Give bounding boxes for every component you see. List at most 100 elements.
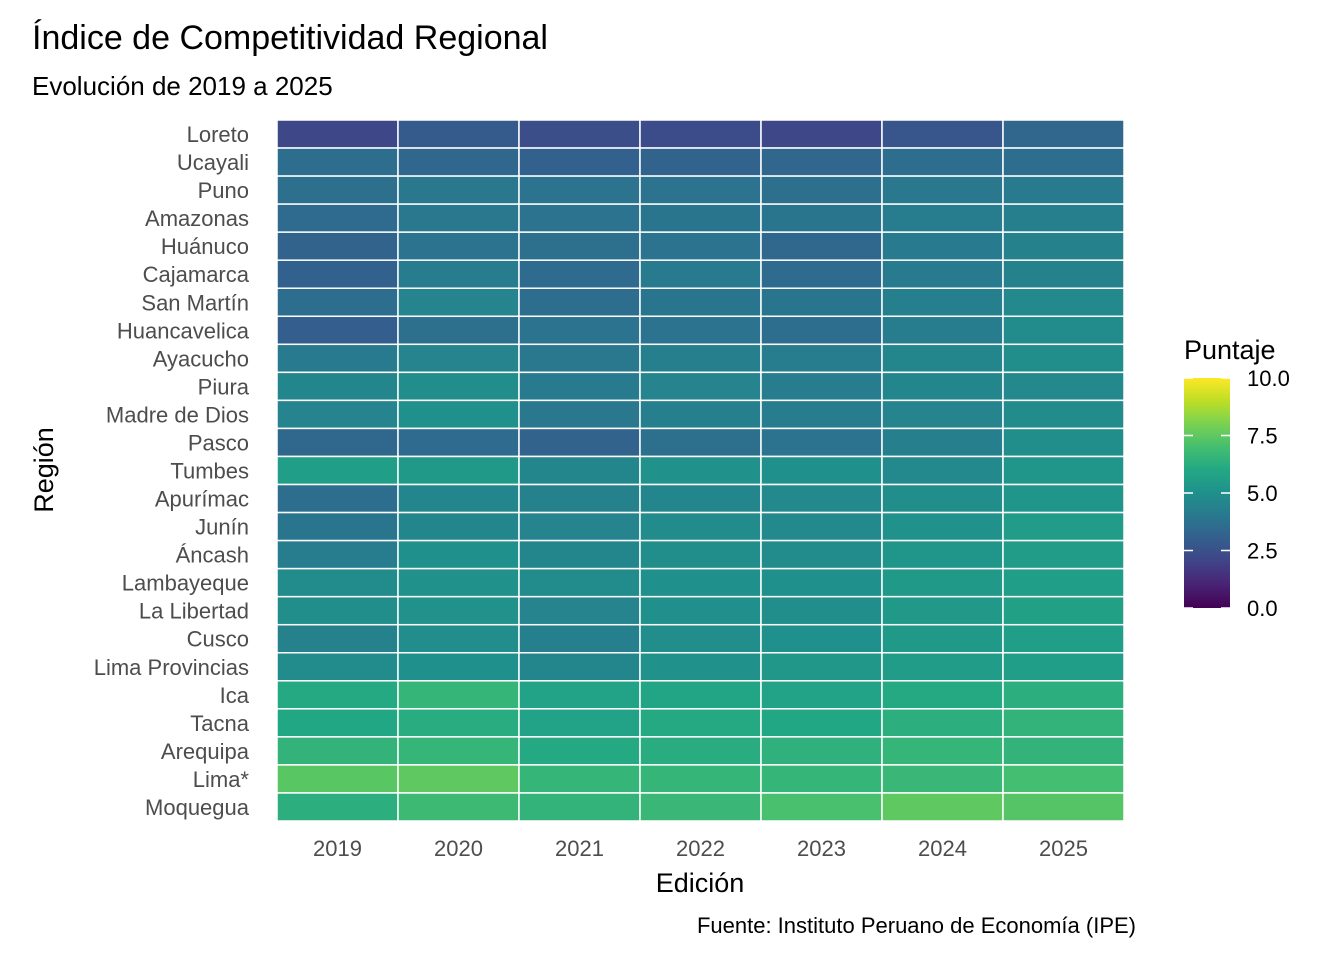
heatmap-cell	[518, 736, 641, 766]
heatmap-cell	[639, 595, 762, 626]
heatmap-cell	[1002, 119, 1125, 149]
legend-tick-label: 2.5	[1247, 539, 1278, 564]
heatmap-cell	[397, 119, 520, 149]
y-tick-label: Piura	[198, 374, 250, 399]
heatmap-cell	[1002, 315, 1125, 346]
heatmap-cell	[881, 231, 1004, 261]
heatmap-cell	[639, 287, 762, 318]
heatmap-cell	[518, 259, 641, 289]
heatmap-cell	[881, 371, 1004, 402]
heatmap-cell	[276, 427, 399, 458]
heatmap-cell	[881, 652, 1004, 682]
x-tick-label: 2021	[555, 836, 604, 861]
heatmap-cell	[1002, 623, 1125, 654]
heatmap-cell	[639, 736, 762, 766]
heatmap-cell	[1002, 652, 1125, 682]
heatmap-cell	[518, 231, 641, 261]
heatmap-cell	[397, 792, 520, 822]
heatmap-cell	[639, 652, 762, 682]
x-tick-label: 2022	[676, 836, 725, 861]
heatmap-cell	[639, 455, 762, 486]
heatmap-cell	[760, 371, 883, 402]
legend-tick-label: 0.0	[1247, 596, 1278, 621]
heatmap-cell	[397, 175, 520, 205]
heatmap-cell	[881, 736, 1004, 766]
x-tick-label: 2024	[918, 836, 967, 861]
heatmap-cell	[639, 511, 762, 542]
heatmap-cell	[518, 203, 641, 233]
heatmap-cell	[276, 147, 399, 177]
y-tick-label: San Martín	[141, 290, 249, 315]
heatmap-cell	[518, 175, 641, 205]
y-tick-label: Cusco	[187, 627, 249, 652]
heatmap-cell	[1002, 371, 1125, 402]
y-tick-label: Lambayeque	[122, 571, 249, 596]
heatmap-cell	[518, 764, 641, 794]
heatmap-cell	[518, 652, 641, 682]
y-tick-label: Cajamarca	[143, 262, 250, 287]
heatmap-cell	[881, 175, 1004, 205]
legend-tick-label: 7.5	[1247, 424, 1278, 449]
heatmap-cell	[760, 147, 883, 177]
heatmap-cell	[639, 623, 762, 654]
heatmap-cell	[639, 259, 762, 289]
heatmap-cell	[397, 708, 520, 738]
heatmap-cell	[397, 736, 520, 766]
heatmap-cell	[1002, 483, 1125, 514]
heatmap-cell	[276, 623, 399, 654]
heatmap-cell	[518, 455, 641, 486]
heatmap-cell	[397, 203, 520, 233]
legend-tick-label: 5.0	[1247, 481, 1278, 506]
heatmap-cell	[760, 595, 883, 626]
heatmap-cell	[1002, 567, 1125, 598]
heatmap-cell	[397, 399, 520, 430]
heatmap-cell	[276, 455, 399, 486]
y-tick-label: Loreto	[187, 122, 249, 147]
y-tick-label: Áncash	[176, 543, 249, 568]
heatmap-cell	[276, 680, 399, 710]
heatmap-cell	[760, 455, 883, 486]
heatmap-cell	[397, 595, 520, 626]
heatmap-cell	[518, 147, 641, 177]
heatmap-cell	[1002, 343, 1125, 374]
heatmap-cell	[397, 259, 520, 289]
heatmap-cell	[639, 680, 762, 710]
heatmap-cell	[397, 343, 520, 374]
heatmap-cell	[1002, 287, 1125, 318]
heatmap-cell	[276, 287, 399, 318]
heatmap-cell	[881, 623, 1004, 654]
heatmap-cell	[881, 147, 1004, 177]
y-tick-label: Moquegua	[145, 795, 250, 820]
heatmap-cell	[1002, 203, 1125, 233]
heatmap-cell	[1002, 511, 1125, 542]
color-legend: Puntaje 0.0 2.5 5.0 7.5 10.0	[1184, 335, 1290, 621]
heatmap-cell	[760, 119, 883, 149]
heatmap-cell	[276, 259, 399, 289]
heatmap-cell	[760, 539, 883, 570]
heatmap-cell	[397, 231, 520, 261]
heatmap-cell	[518, 567, 641, 598]
heatmap-cell	[639, 539, 762, 570]
y-axis-label: Región	[29, 427, 59, 513]
heatmap-cell	[760, 399, 883, 430]
heatmap-cell	[1002, 399, 1125, 430]
x-tick-label: 2023	[797, 836, 846, 861]
heatmap-cell	[397, 680, 520, 710]
heatmap-cell	[881, 455, 1004, 486]
legend-ticks: 0.0 2.5 5.0 7.5 10.0	[1184, 366, 1290, 621]
y-tick-label: Lima Provincias	[94, 655, 249, 680]
heatmap-cell	[639, 764, 762, 794]
heatmap-cell	[881, 399, 1004, 430]
heatmap-cell	[397, 483, 520, 514]
heatmap-cell	[881, 511, 1004, 542]
y-tick-label: Tumbes	[170, 459, 249, 484]
heatmap-cell	[276, 231, 399, 261]
heatmap-cell	[276, 792, 399, 822]
heatmap-cell	[639, 399, 762, 430]
heatmap-cell	[276, 652, 399, 682]
heatmap-cell	[397, 147, 520, 177]
heatmap-cell	[760, 652, 883, 682]
heatmap-cell	[760, 315, 883, 346]
heatmap-cell	[639, 483, 762, 514]
